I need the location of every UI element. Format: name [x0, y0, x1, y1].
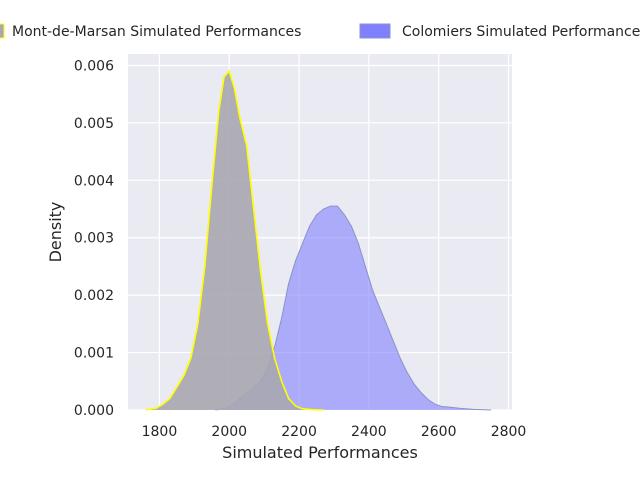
y-tick-label-0.001: 0.001: [74, 346, 114, 362]
x-tick-label-1800: 1800: [142, 424, 178, 440]
legend-label-colomiers: Colomiers Simulated Performances: [402, 24, 640, 40]
y-axis-label: Density: [46, 202, 65, 263]
density-areas: [145, 69, 492, 411]
x-tick-labels: 1800 2000 2200 2400 2600 2800: [142, 424, 527, 440]
x-tick-label-2600: 2600: [421, 424, 457, 440]
legend-swatch-mont-de-marsan: [0, 23, 5, 39]
y-tick-label-0.002: 0.002: [74, 288, 114, 304]
legend-swatch-colomiers: [359, 23, 391, 39]
legend: Mont-de-Marsan Simulated Performances Co…: [0, 23, 640, 40]
x-axis-label: Simulated Performances: [222, 443, 418, 462]
density-area-colomiers: [215, 206, 492, 410]
y-tick-label-0.003: 0.003: [74, 231, 114, 247]
y-tick-label-0.006: 0.006: [74, 58, 114, 74]
x-tick-label-2400: 2400: [351, 424, 387, 440]
x-tick-label-2200: 2200: [281, 424, 317, 440]
density-line-mont-de-marsan: [145, 69, 324, 411]
legend-label-mont-de-marsan: Mont-de-Marsan Simulated Performances: [12, 24, 301, 40]
density-area-mont-de-marsan: [145, 71, 324, 410]
y-tick-labels: 0.000 0.001 0.002 0.003 0.004 0.005 0.006: [74, 58, 114, 419]
x-tick-label-2800: 2800: [491, 424, 527, 440]
y-tick-label-0.004: 0.004: [74, 173, 114, 189]
y-tick-label-0.005: 0.005: [74, 116, 114, 132]
x-tick-label-2000: 2000: [211, 424, 247, 440]
y-tick-label-0.000: 0.000: [74, 403, 114, 419]
